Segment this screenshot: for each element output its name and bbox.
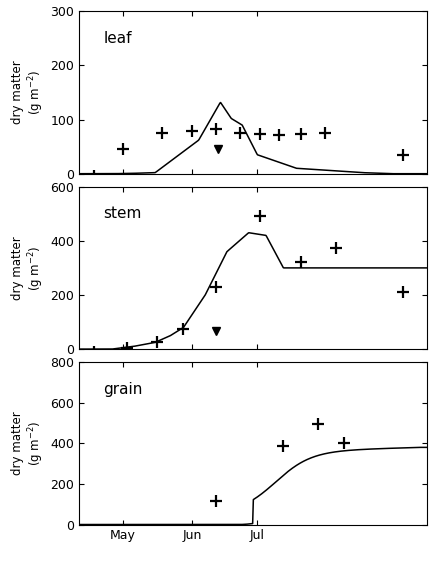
Text: leaf: leaf <box>103 31 132 46</box>
Y-axis label: dry matter
(g m$^{-2}$): dry matter (g m$^{-2}$) <box>11 236 46 300</box>
Text: stem: stem <box>103 206 142 221</box>
Text: grain: grain <box>103 382 143 396</box>
Y-axis label: dry matter
(g m$^{-2}$): dry matter (g m$^{-2}$) <box>11 411 46 475</box>
Y-axis label: dry matter
(g m$^{-2}$): dry matter (g m$^{-2}$) <box>11 60 46 125</box>
